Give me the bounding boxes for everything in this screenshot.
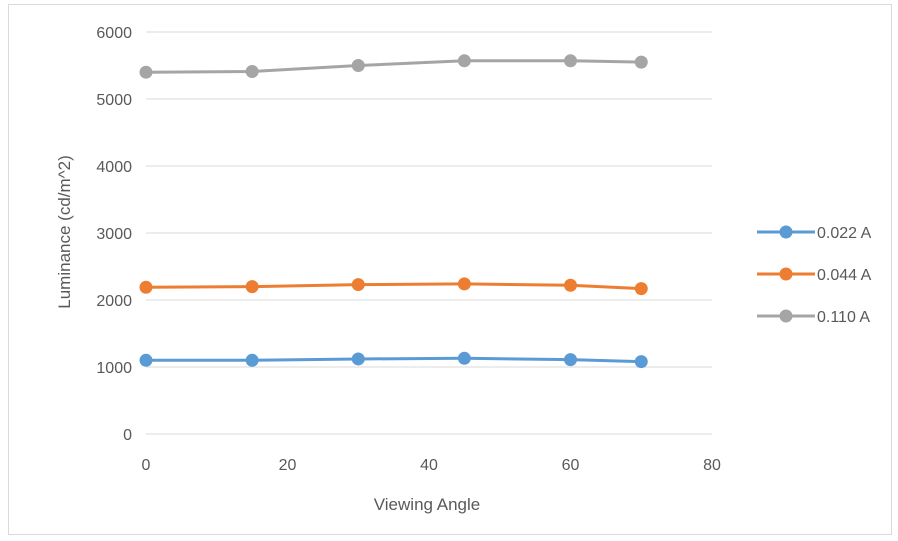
data-point (245, 280, 259, 294)
y-tick-label: 3000 (96, 226, 132, 243)
data-point (564, 353, 577, 367)
gridlines (146, 31, 712, 368)
data-point (457, 277, 471, 291)
legend-item: 0.110 A (757, 309, 870, 326)
series-layer (139, 54, 648, 369)
x-tick-label: 0 (142, 457, 151, 474)
y-tick-label: 6000 (96, 25, 132, 42)
series-line (144, 59, 643, 74)
data-point (245, 353, 259, 367)
y-tick-label: 5000 (96, 92, 132, 109)
legend-swatch-marker (779, 309, 793, 323)
data-point (457, 54, 471, 68)
data-point (634, 55, 648, 69)
legend-label: 0.044 A (817, 267, 872, 284)
x-tick-label: 40 (420, 457, 438, 474)
data-point (245, 65, 259, 79)
x-tick-label: 60 (562, 457, 580, 474)
series-1 (139, 351, 648, 369)
series-2 (139, 277, 648, 296)
data-point (139, 353, 153, 367)
series-line (144, 356, 643, 364)
data-point (139, 65, 153, 79)
data-point (564, 278, 577, 292)
y-tick-label: 1000 (96, 360, 132, 377)
legend-item: 0.022 A (757, 225, 872, 242)
data-point (457, 351, 471, 365)
x-axis-title: Viewing Angle (374, 495, 481, 514)
data-point (139, 280, 153, 294)
data-point (351, 278, 365, 292)
y-axis-title: Luminance (cd/m^2) (55, 155, 74, 308)
legend-label: 0.022 A (817, 225, 872, 242)
legend: 0.022 A 0.044 A 0.110 A (757, 225, 872, 326)
legend-label: 0.110 A (817, 309, 870, 326)
legend-swatch-marker (779, 267, 793, 281)
legend-item: 0.044 A (757, 267, 872, 284)
y-tick-label: 2000 (96, 293, 132, 310)
x-tick-label: 20 (279, 457, 297, 474)
data-point (351, 59, 365, 72)
data-point (564, 54, 577, 68)
tick-labels: 0 1000 2000 3000 4000 5000 6000 0 20 40 60 80 (96, 25, 721, 474)
legend-swatch-marker (779, 225, 793, 239)
series-line (144, 282, 643, 291)
data-point (634, 355, 648, 369)
chart-frame (8, 4, 892, 535)
y-tick-label: 0 (123, 427, 132, 444)
data-point (634, 282, 648, 296)
y-tick-label: 4000 (96, 159, 132, 176)
data-point (351, 352, 365, 366)
series-3 (139, 54, 648, 79)
x-tick-label: 80 (703, 457, 721, 474)
